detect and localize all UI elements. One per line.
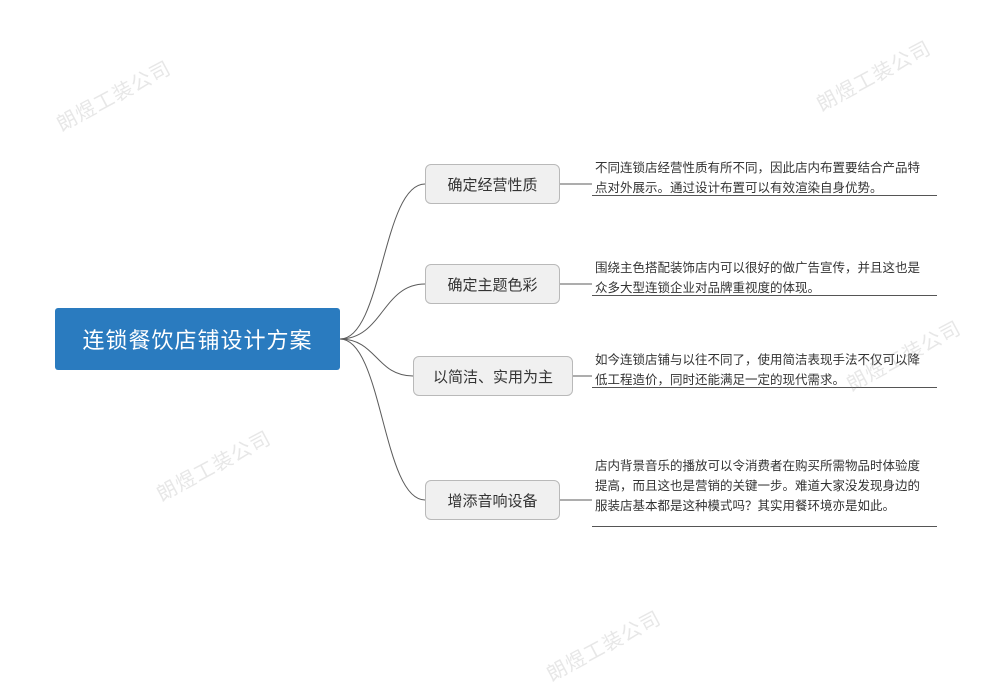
mindmap-canvas: 连锁餐饮店铺设计方案 确定经营性质 不同连锁店经营性质有所不同，因此店内布置要结合… xyxy=(0,0,1000,667)
sub-node-0: 确定经营性质 xyxy=(425,164,560,204)
root-node: 连锁餐饮店铺设计方案 xyxy=(55,308,340,370)
sub-node-label: 增添音响设备 xyxy=(447,490,537,511)
watermark: 朗煜工装公司 xyxy=(541,602,666,687)
watermark: 朗煜工装公司 xyxy=(151,422,276,507)
desc-underline xyxy=(592,387,937,388)
sub-node-1: 确定主题色彩 xyxy=(425,264,560,304)
sub-node-label: 以简洁、实用为主 xyxy=(433,366,553,387)
sub-node-3: 增添音响设备 xyxy=(425,480,560,520)
sub-node-label: 确定经营性质 xyxy=(447,174,537,195)
sub-node-2: 以简洁、实用为主 xyxy=(413,356,573,396)
sub-node-label: 确定主题色彩 xyxy=(447,274,537,295)
sub-node-desc-0: 不同连锁店经营性质有所不同，因此店内布置要结合产品特点对外展示。通过设计布置可以… xyxy=(595,158,920,198)
watermark: 朗煜工装公司 xyxy=(51,52,176,137)
watermark: 朗煜工装公司 xyxy=(811,32,936,117)
sub-node-desc-1: 围绕主色搭配装饰店内可以很好的做广告宣传，并且这也是众多大型连锁企业对品牌重视度… xyxy=(595,258,920,298)
sub-node-desc-3: 店内背景音乐的播放可以令消费者在购买所需物品时体验度提高，而且这也是营销的关键一… xyxy=(595,456,930,516)
desc-underline xyxy=(592,526,937,527)
desc-underline xyxy=(592,295,937,296)
desc-underline xyxy=(592,195,937,196)
root-label: 连锁餐饮店铺设计方案 xyxy=(82,323,312,355)
